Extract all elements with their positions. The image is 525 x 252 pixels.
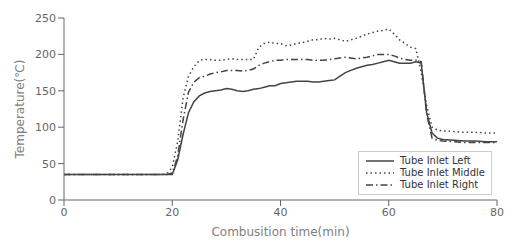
svg-text:40: 40 bbox=[274, 206, 288, 219]
svg-text:50: 50 bbox=[42, 158, 56, 171]
svg-text:150: 150 bbox=[35, 85, 56, 98]
svg-text:0: 0 bbox=[61, 206, 68, 219]
svg-text:100: 100 bbox=[35, 121, 56, 134]
svg-text:20: 20 bbox=[165, 206, 179, 219]
html-text:Tube Inlet Middle: Tube Inlet Middle bbox=[400, 167, 485, 178]
svg-text:0: 0 bbox=[49, 194, 56, 207]
svg-text:Temperature(℃): Temperature(℃) bbox=[13, 60, 27, 160]
svg-text:Combusition time(min): Combusition time(min) bbox=[211, 225, 349, 239]
svg-text:200: 200 bbox=[35, 48, 56, 61]
html-text:Tube Inlet Right: Tube Inlet Right bbox=[400, 179, 479, 190]
svg-text:80: 80 bbox=[490, 206, 504, 219]
svg-text:250: 250 bbox=[35, 12, 56, 25]
html-text:Tube Inlet Left: Tube Inlet Left bbox=[400, 155, 471, 166]
svg-text:60: 60 bbox=[382, 206, 396, 219]
